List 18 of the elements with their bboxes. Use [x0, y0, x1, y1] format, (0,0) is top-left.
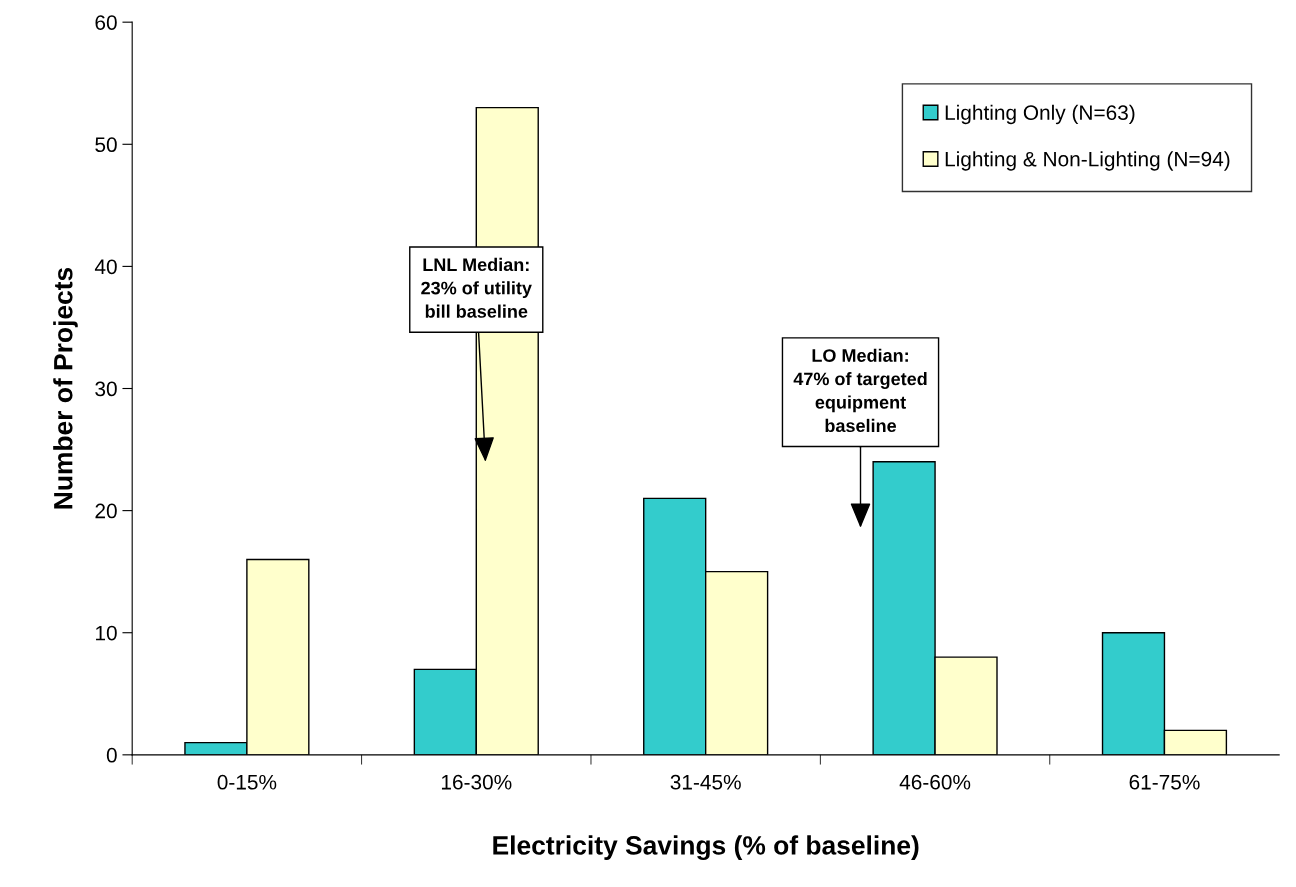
x-tick-label: 31-45%	[670, 774, 741, 790]
x-tick-label: 16-30%	[441, 774, 512, 790]
legend-label: Lighting Only (N=63)	[945, 104, 1135, 125]
y-tick-label: 50	[95, 137, 117, 153]
legend-label: Lighting & Non-Lighting (N=94)	[945, 151, 1230, 171]
annotation: LNL Median: 23% of utility bill baseline	[421, 257, 532, 318]
annotation: LO Median: 47% of targeted equipment baseline	[793, 348, 927, 433]
y-tick-label: 30	[95, 381, 117, 397]
x-axis-title: Electricity Savings (% of baseline)	[493, 835, 919, 861]
x-tick-label: 0-15%	[217, 774, 277, 790]
y-tick-label: 0	[106, 747, 117, 763]
y-axis-title: Number of Projects	[53, 267, 78, 509]
x-tick-label: 46-60%	[899, 774, 971, 790]
y-tick-label: 20	[95, 503, 117, 519]
x-tick-label: 61-75%	[1129, 774, 1200, 790]
y-tick-label: 40	[94, 259, 117, 275]
y-tick-label: 10	[96, 625, 117, 641]
y-tick-label: 60	[95, 15, 117, 30]
